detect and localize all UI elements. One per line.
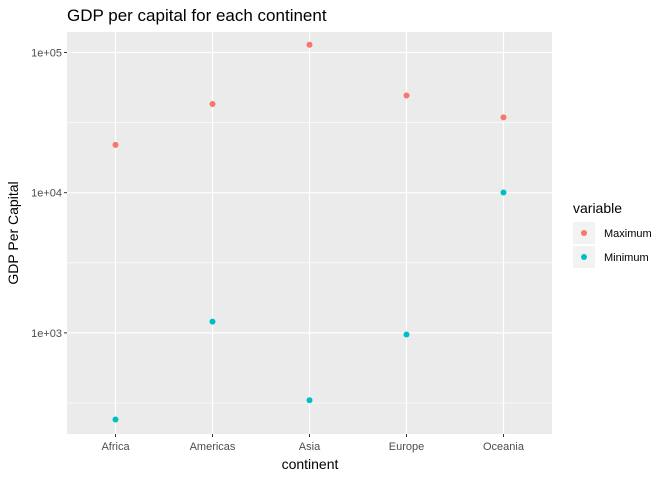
x-tick-label: Europe <box>389 441 424 453</box>
legend-label-minimum: Minimum <box>604 252 649 264</box>
data-points <box>112 41 507 423</box>
data-point-maximum <box>209 100 216 107</box>
y-tick-label: 1e+05 <box>31 47 62 59</box>
legend-title: variable <box>573 200 622 216</box>
data-point-minimum <box>306 397 313 404</box>
legend-label-maximum: Maximum <box>604 228 652 240</box>
x-tick-label: Americas <box>190 441 236 453</box>
y-axis-ticks: 1e+03 1e+04 1e+05 <box>31 47 67 340</box>
data-point-maximum <box>500 114 507 121</box>
data-point-minimum <box>500 189 507 196</box>
legend-key-minimum <box>581 254 587 260</box>
legend-key-maximum <box>581 230 587 236</box>
data-point-minimum <box>112 416 119 423</box>
data-point-maximum <box>306 41 313 48</box>
data-point-maximum <box>112 141 119 148</box>
x-tick-label: Africa <box>101 441 130 453</box>
y-tick-label: 1e+03 <box>31 328 62 340</box>
legend-items: Maximum Minimum <box>573 222 652 268</box>
legend: variable Maximum Minimum <box>573 200 652 268</box>
x-axis-title: continent <box>282 456 339 472</box>
x-tick-label: Asia <box>299 441 321 453</box>
x-axis-ticks: Africa Americas Asia Europe Oceania <box>101 434 525 453</box>
x-tick-label: Oceania <box>483 441 525 453</box>
y-tick-label: 1e+04 <box>31 188 62 200</box>
data-point-maximum <box>403 92 410 99</box>
chart-title: GDP per capital for each continent <box>67 6 327 25</box>
y-axis-title: GDP Per Capital <box>5 181 21 284</box>
major-gridlines <box>67 32 552 434</box>
data-point-minimum <box>209 318 216 325</box>
data-point-minimum <box>403 331 410 338</box>
